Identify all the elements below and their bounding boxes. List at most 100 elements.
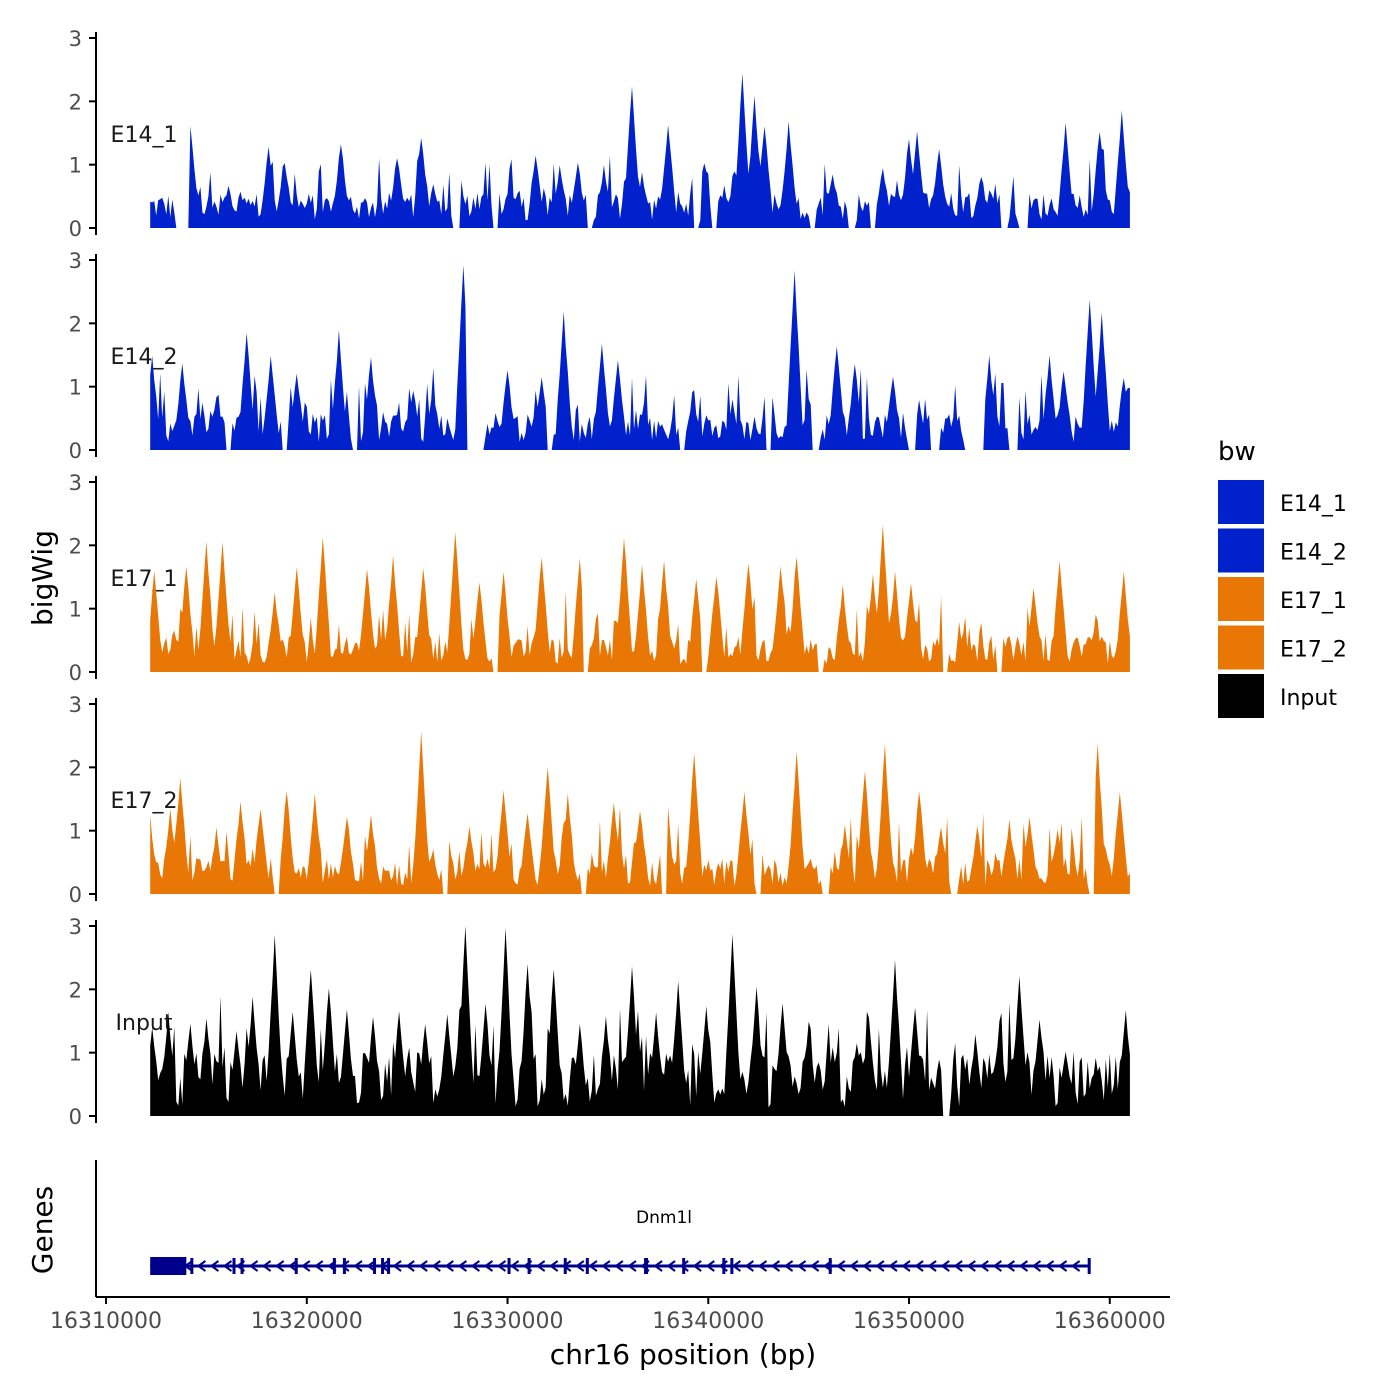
- strand-arrow: [901, 1260, 911, 1272]
- gene-exon: [585, 1258, 589, 1274]
- strand-arrow: [796, 1260, 807, 1272]
- strand-arrow: [875, 1260, 885, 1272]
- strand-arrow: [966, 1260, 976, 1272]
- y-axis-title: bigWig: [26, 530, 59, 626]
- y-tick-label: 1: [69, 154, 82, 178]
- strand-arrow: [653, 1260, 663, 1272]
- strand-arrow: [783, 1260, 794, 1272]
- y-tick-label: 1: [69, 376, 82, 400]
- strand-arrow: [196, 1260, 206, 1272]
- strand-arrow: [1031, 1260, 1042, 1272]
- strand-arrow: [353, 1260, 363, 1272]
- y-tick-label: 0: [69, 217, 82, 241]
- strand-arrow: [1018, 1260, 1029, 1272]
- strand-arrow: [731, 1260, 741, 1272]
- strand-arrow: [366, 1260, 376, 1272]
- strand-arrow: [287, 1260, 298, 1272]
- strand-arrow: [757, 1260, 768, 1272]
- signal-area-e17-2: [150, 731, 1130, 894]
- gene-exon: [387, 1258, 391, 1274]
- x-tick-label: 16340000: [652, 1309, 764, 1334]
- strand-arrow: [614, 1260, 624, 1272]
- y-tick-label: 3: [69, 915, 82, 939]
- strand-arrow: [222, 1260, 233, 1272]
- genes-axis-title: Genes: [26, 1186, 59, 1274]
- gene-exon: [722, 1258, 726, 1274]
- signal-area-e14-2: [150, 265, 1130, 450]
- y-tick-label: 2: [69, 90, 82, 114]
- legend-label: Input: [1280, 686, 1337, 711]
- gene-exon: [730, 1258, 734, 1274]
- gene-track: Dnm1l: [95, 1160, 1091, 1297]
- strand-arrow: [862, 1260, 872, 1272]
- strand-arrow: [431, 1260, 441, 1272]
- gene-exon: [682, 1258, 686, 1274]
- legend-key-e14-2: [1218, 528, 1264, 573]
- x-tick-label: 16310000: [50, 1309, 162, 1334]
- strand-arrow: [692, 1260, 702, 1272]
- gene-exon: [332, 1258, 336, 1274]
- strand-arrow: [1044, 1260, 1055, 1272]
- track-label: E17_2: [111, 789, 178, 814]
- track-e14-2: 0 1 2 3 E14_2: [69, 249, 1130, 463]
- x-tick-label: 16330000: [452, 1309, 564, 1334]
- y-tick-label: 2: [69, 312, 82, 336]
- strand-arrow: [679, 1260, 689, 1272]
- legend-key-e14-1: [1218, 480, 1264, 524]
- y-tick-label: 1: [69, 598, 82, 622]
- legend-title: bw: [1218, 437, 1256, 467]
- y-tick-label: 0: [69, 661, 82, 685]
- gene-exon: [373, 1258, 377, 1274]
- y-tick-label: 2: [69, 534, 82, 558]
- strand-arrow: [535, 1260, 546, 1272]
- gene-exon: [294, 1258, 298, 1274]
- strand-arrow: [418, 1260, 428, 1272]
- y-tick-label: 2: [69, 756, 82, 780]
- strand-arrow: [836, 1260, 846, 1272]
- gene-exon: [190, 1258, 194, 1274]
- gene-exon: [563, 1258, 567, 1274]
- gene-exon: [1087, 1258, 1091, 1274]
- strand-arrow: [483, 1260, 494, 1272]
- gene-exon: [150, 1257, 187, 1275]
- strand-arrow: [496, 1260, 507, 1272]
- x-tick-label: 16350000: [853, 1309, 965, 1334]
- legend-key-input: [1218, 674, 1264, 718]
- strand-arrow: [666, 1260, 676, 1272]
- signal-tracks: 0 1 2 3 E14_1 0 1 2 3 E14_2 0 1 2 3 E17_1 0 1 2 3 E17_2 0 1 2 3…: [69, 27, 1130, 1129]
- strand-arrow: [1005, 1260, 1015, 1272]
- y-tick-label: 3: [69, 249, 82, 273]
- legend: bw E14_1 E14_2 E17_1 E17_2 Input: [1218, 437, 1347, 718]
- legend-key-e17-2: [1218, 625, 1264, 670]
- strand-arrow: [849, 1260, 859, 1272]
- strand-arrow: [575, 1260, 585, 1272]
- legend-key-e17-1: [1218, 577, 1264, 621]
- x-axis: 16310000 16320000 16330000 16340000 16350000…: [50, 1296, 1170, 1334]
- signal-area-input: [150, 926, 1130, 1116]
- track-e17-1: 0 1 2 3 E17_1: [69, 471, 1130, 685]
- strand-arrow: [940, 1260, 950, 1272]
- track-label: Input: [116, 1011, 173, 1036]
- y-tick-label: 0: [69, 1105, 82, 1129]
- legend-label: E17_2: [1280, 638, 1347, 663]
- track-label: E14_2: [111, 345, 178, 370]
- y-tick-label: 2: [69, 978, 82, 1002]
- strand-arrow: [927, 1260, 937, 1272]
- strand-arrow: [509, 1260, 520, 1272]
- strand-arrow: [588, 1260, 598, 1272]
- track-label: E17_1: [111, 567, 178, 592]
- y-tick-label: 0: [69, 439, 82, 463]
- gene-exon: [828, 1258, 832, 1274]
- gene-name-label: Dnm1l: [636, 1208, 692, 1228]
- track-e14-1: 0 1 2 3 E14_1: [69, 27, 1130, 241]
- y-tick-label: 0: [69, 883, 82, 907]
- strand-arrow: [261, 1260, 272, 1272]
- strand-arrow: [1070, 1260, 1081, 1272]
- legend-label: E14_2: [1280, 541, 1347, 566]
- strand-arrow: [979, 1260, 989, 1272]
- strand-arrow: [405, 1260, 415, 1272]
- legend-label: E14_1: [1280, 492, 1347, 517]
- strand-arrow: [248, 1260, 259, 1272]
- track-input: 0 1 2 3 Input: [69, 915, 1130, 1129]
